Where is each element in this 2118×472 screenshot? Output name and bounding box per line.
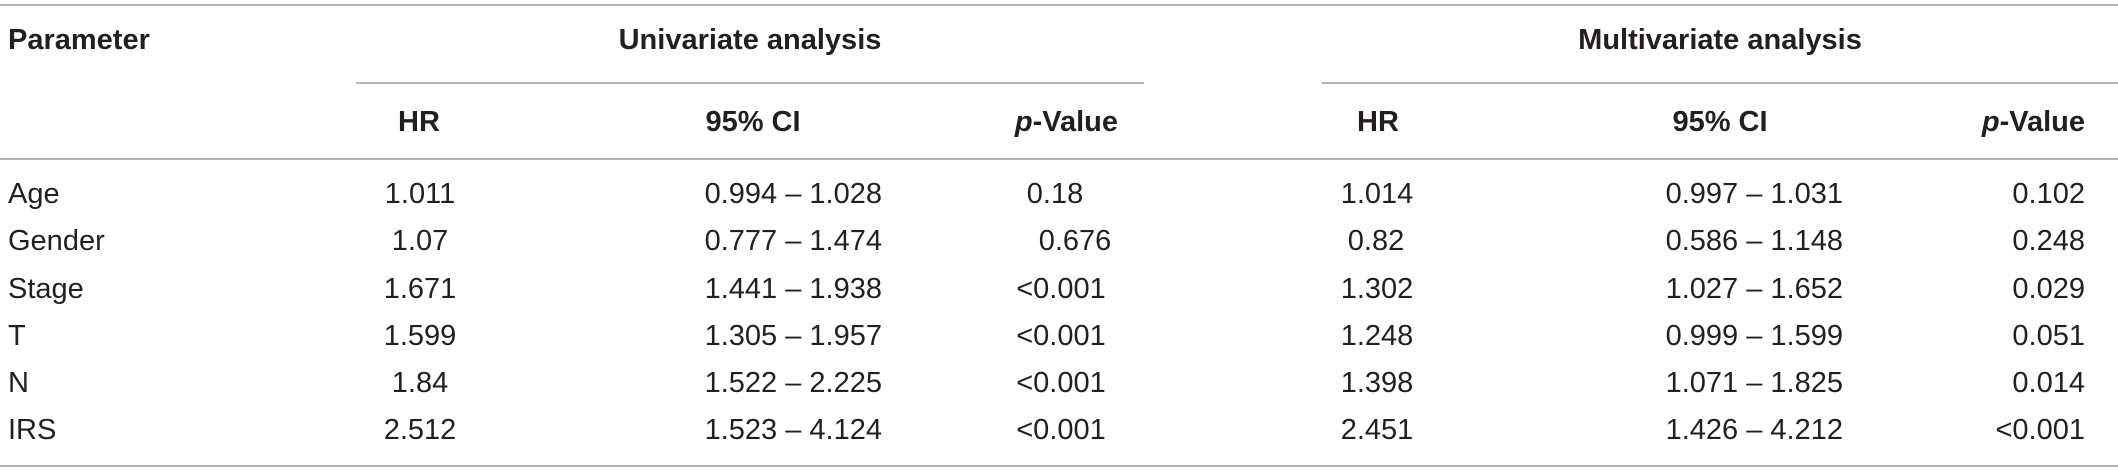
header-bottom-rule (0, 158, 2118, 160)
header-parameter: Parameter (8, 24, 150, 56)
p-italic: p (1014, 106, 1033, 138)
header-multivariate-analysis: Multivariate analysis (1578, 24, 1862, 56)
cell-parameter: N (8, 367, 29, 399)
cell-univariate-ci: 1.523 – 4.124 (704, 414, 882, 446)
cell-multivariate-p: 0.248 (2012, 225, 2085, 257)
cell-multivariate-p: <0.001 (1995, 414, 2085, 446)
univariate-group-rule (356, 82, 1144, 84)
cell-univariate-hr: 2.512 (383, 414, 457, 446)
cell-multivariate-hr: 0.82 (1347, 225, 1405, 257)
table-bottom-rule (0, 465, 2118, 467)
cell-parameter: Stage (8, 273, 84, 305)
cell-multivariate-ci: 0.999 – 1.599 (1665, 320, 1843, 352)
cell-parameter: IRS (8, 414, 57, 446)
header-multivariate-p-value: p-Value (1982, 104, 2085, 140)
cell-univariate-hr: 1.011 (384, 178, 456, 210)
cell-multivariate-hr: 1.398 (1340, 367, 1414, 399)
cell-parameter: T (8, 320, 26, 352)
cell-multivariate-p: 0.014 (2012, 367, 2085, 399)
cell-parameter: Age (8, 178, 60, 210)
cell-multivariate-p: 0.029 (2012, 273, 2085, 305)
cell-univariate-p: <0.001 (1016, 320, 1106, 352)
header-multivariate-ci: 95% CI (1672, 106, 1768, 138)
cell-univariate-p: 0.676 (1038, 225, 1112, 257)
cell-univariate-ci: 1.522 – 2.225 (704, 367, 882, 399)
p-value-suffix: -Value (1999, 106, 2085, 138)
cell-multivariate-hr: 2.451 (1340, 414, 1414, 446)
header-univariate-ci: 95% CI (705, 106, 801, 138)
cell-univariate-p: <0.001 (1016, 367, 1106, 399)
header-multivariate-hr: HR (1357, 106, 1399, 138)
cell-univariate-hr: 1.671 (383, 273, 457, 305)
cell-multivariate-ci: 0.586 – 1.148 (1665, 225, 1843, 257)
cell-multivariate-ci: 1.027 – 1.652 (1665, 273, 1843, 305)
cell-univariate-hr: 1.84 (391, 367, 449, 399)
cell-multivariate-ci: 1.426 – 4.212 (1665, 414, 1843, 446)
p-value-suffix: -Value (1032, 106, 1118, 138)
multivariate-group-rule (1322, 82, 2118, 84)
header-univariate-analysis: Univariate analysis (618, 24, 882, 56)
cell-univariate-ci: 0.994 – 1.028 (704, 178, 882, 210)
cell-multivariate-ci: 1.071 – 1.825 (1665, 367, 1843, 399)
cell-univariate-ci: 0.777 – 1.474 (704, 225, 882, 257)
cell-multivariate-p: 0.051 (2012, 320, 2085, 352)
cell-univariate-p: 0.18 (1026, 178, 1084, 210)
cell-univariate-hr: 1.07 (391, 225, 449, 257)
header-univariate-hr: HR (398, 106, 440, 138)
cell-univariate-ci: 1.441 – 1.938 (704, 273, 882, 305)
cell-univariate-ci: 1.305 – 1.957 (704, 320, 882, 352)
cell-univariate-hr: 1.599 (383, 320, 457, 352)
table-top-rule (0, 4, 2118, 6)
cell-multivariate-p: 0.102 (2012, 178, 2085, 210)
p-italic: p (1981, 106, 2000, 138)
header-univariate-p-value: p-Value (1015, 104, 1118, 140)
cell-multivariate-ci: 0.997 – 1.031 (1665, 178, 1843, 210)
cell-multivariate-hr: 1.248 (1340, 320, 1414, 352)
cell-univariate-p: <0.001 (1016, 414, 1106, 446)
cell-multivariate-hr: 1.014 (1340, 178, 1414, 210)
cell-parameter: Gender (8, 225, 105, 257)
cell-univariate-p: <0.001 (1016, 273, 1106, 305)
cell-multivariate-hr: 1.302 (1340, 273, 1414, 305)
